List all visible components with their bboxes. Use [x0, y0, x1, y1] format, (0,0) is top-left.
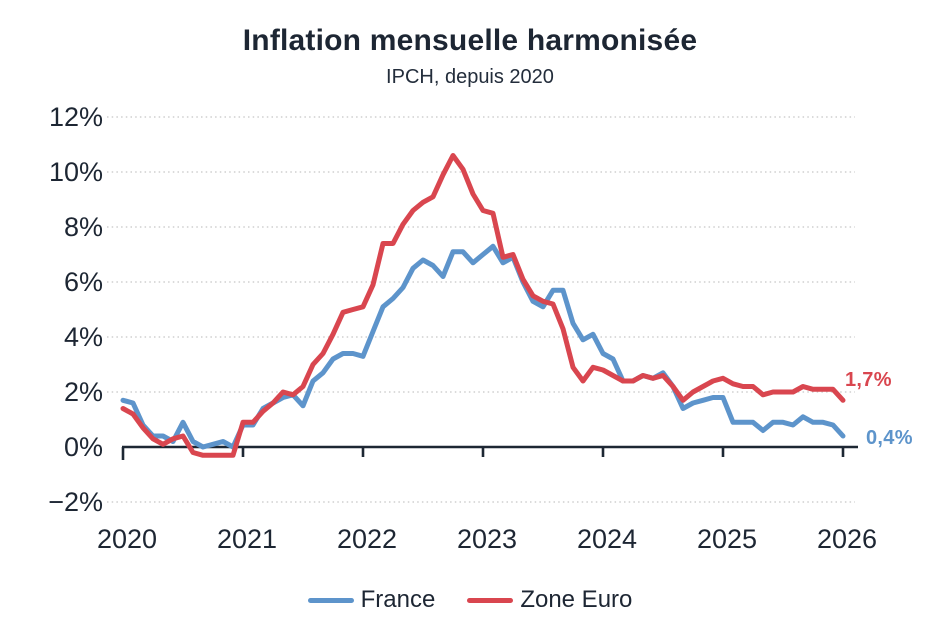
y-axis-label: 2% [64, 377, 103, 407]
zone-euro-end-value-label: 1,7% [845, 369, 892, 391]
x-axis-label: 2023 [457, 524, 517, 554]
legend-item-france: France [307, 586, 436, 614]
y-axis-label: −2% [48, 487, 103, 517]
legend-label-france: France [360, 586, 436, 613]
france-line-swatch [307, 597, 354, 603]
legend: France Zone Euro [0, 586, 940, 614]
france-end-value-label: 0,4% [866, 427, 913, 449]
x-axis-label: 2022 [337, 524, 397, 554]
legend-item-zone-euro: Zone Euro [467, 586, 632, 614]
y-axis-label: 12% [49, 102, 103, 132]
legend-label-zone-euro: Zone Euro [520, 586, 633, 613]
x-axis-label: 2025 [697, 524, 757, 554]
zone-euro-line-swatch [467, 597, 514, 603]
y-axis-label: 8% [64, 212, 103, 242]
x-axis-label: 2021 [217, 524, 277, 554]
zone-euro-line [120, 153, 846, 458]
y-axis-label: 10% [49, 157, 103, 187]
y-axis-label: 6% [64, 267, 103, 297]
x-axis-label: 2026 [817, 524, 877, 554]
y-axis-label: 0% [64, 432, 103, 462]
france-line [120, 243, 846, 450]
x-axis-label: 2020 [97, 524, 157, 554]
chart-subtitle: IPCH, depuis 2020 [386, 66, 554, 88]
y-axis-label: 4% [64, 322, 103, 352]
x-axis-label: 2024 [577, 524, 637, 554]
chart-title: Inflation mensuelle harmonisée [242, 24, 698, 57]
chart-header: Inflation mensuelle harmonisée IPCH, dep… [0, 24, 940, 89]
